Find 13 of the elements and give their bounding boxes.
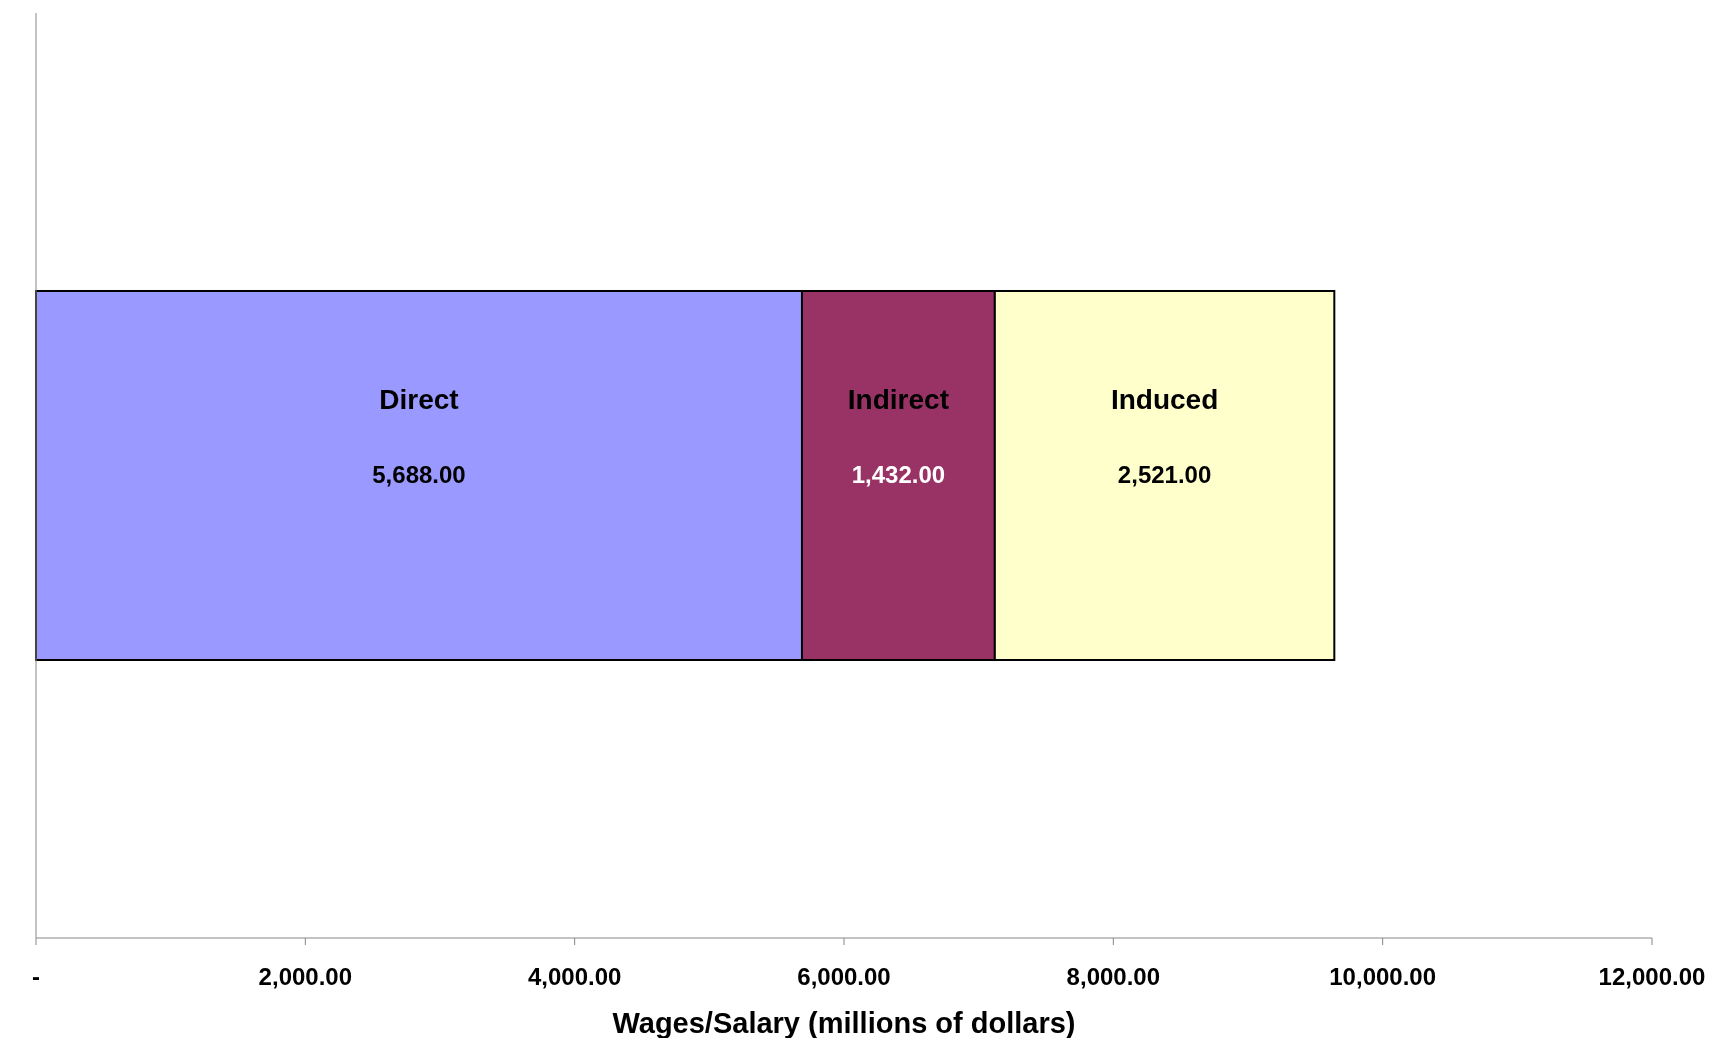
x-tick-label: 4,000.00 — [527, 963, 622, 990]
x-tick-label: 2,000.00 — [258, 963, 353, 990]
series-label: Direct — [379, 384, 459, 416]
data-label: 2,521.00 — [1117, 460, 1212, 488]
x-tick-label: 6,000.00 — [797, 963, 891, 990]
series-label: Indirect — [847, 384, 949, 416]
series-label: Induced — [1110, 384, 1219, 416]
x-tick-label: 12,000.00 — [1598, 963, 1706, 990]
x-tick-label: 8,000.00 — [1066, 963, 1161, 990]
data-label: 5,688.00 — [372, 460, 466, 488]
data-label: 1,432.00 — [851, 460, 946, 488]
x-tick-label: - — [32, 963, 40, 990]
x-tick-label: 10,000.00 — [1329, 963, 1437, 990]
